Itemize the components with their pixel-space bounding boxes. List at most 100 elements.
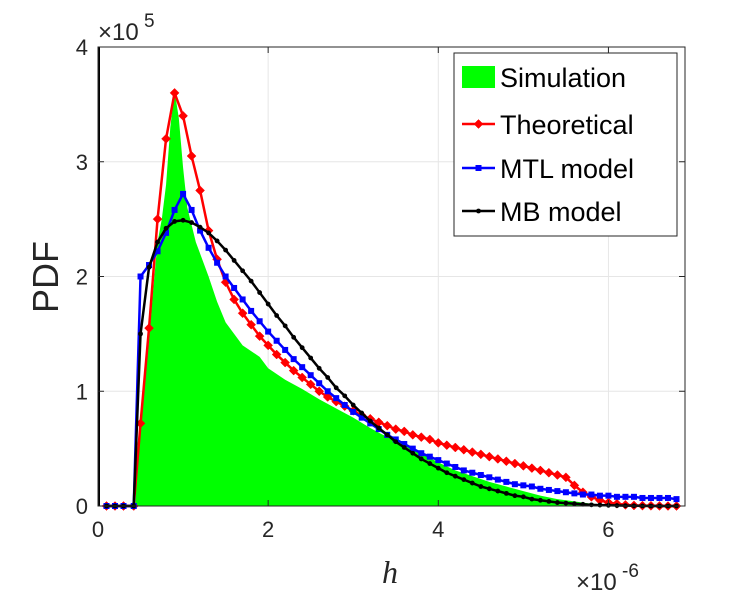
area-fill bbox=[98, 90, 681, 506]
data-point bbox=[486, 486, 492, 492]
legend-item-simulation: Simulation bbox=[462, 63, 626, 93]
data-point bbox=[254, 331, 265, 342]
data-point bbox=[314, 386, 325, 397]
data-point bbox=[427, 461, 433, 466]
data-point bbox=[299, 364, 306, 371]
data-point bbox=[231, 258, 237, 263]
data-point bbox=[161, 133, 171, 144]
data-point bbox=[433, 438, 444, 448]
data-point bbox=[282, 323, 288, 329]
data-point bbox=[460, 467, 467, 474]
data-point bbox=[290, 356, 297, 363]
data-point bbox=[152, 214, 163, 224]
data-point bbox=[639, 494, 646, 501]
data-point bbox=[494, 476, 501, 483]
data-point bbox=[580, 501, 586, 507]
data-point bbox=[237, 308, 248, 319]
data-point bbox=[622, 493, 629, 500]
data-point bbox=[274, 313, 280, 318]
data-point bbox=[605, 492, 612, 499]
data-point bbox=[271, 349, 282, 360]
data-point bbox=[288, 365, 299, 376]
data-point bbox=[322, 392, 333, 402]
data-point bbox=[461, 477, 467, 483]
axis-ticks: 0 2 4 6 0 1 2 3 4 bbox=[76, 35, 685, 542]
data-point bbox=[492, 454, 503, 464]
data-point bbox=[163, 229, 170, 236]
data-point bbox=[546, 499, 552, 504]
data-point bbox=[138, 331, 143, 337]
data-point bbox=[333, 385, 339, 391]
data-point bbox=[376, 425, 382, 431]
x-tick-label: 0 bbox=[92, 517, 104, 542]
data-point bbox=[452, 473, 458, 479]
data-point bbox=[305, 379, 316, 390]
data-point bbox=[589, 502, 594, 508]
data-point bbox=[501, 456, 512, 467]
data-point bbox=[350, 402, 356, 408]
data-point bbox=[435, 457, 442, 464]
series-layer bbox=[98, 47, 682, 511]
data-point bbox=[299, 345, 305, 351]
legend-label: MTL model bbox=[500, 154, 634, 184]
data-point bbox=[214, 259, 221, 266]
data-point bbox=[240, 268, 246, 274]
data-point bbox=[418, 456, 424, 462]
data-point bbox=[325, 375, 331, 380]
data-point bbox=[458, 444, 469, 455]
y-exponent-power: 5 bbox=[144, 11, 155, 32]
data-point bbox=[452, 463, 459, 470]
data-point bbox=[189, 220, 194, 225]
data-point bbox=[424, 434, 435, 445]
data-point bbox=[206, 230, 211, 236]
data-point bbox=[155, 239, 160, 245]
legend-item-theoretical: Theoretical bbox=[462, 110, 634, 140]
data-point bbox=[178, 110, 188, 121]
legend-item-mb-model: MB model bbox=[462, 197, 622, 227]
y-tick-label: 3 bbox=[76, 150, 88, 175]
data-point bbox=[495, 488, 501, 494]
y-exponent: ×10 5 bbox=[98, 11, 155, 46]
data-point bbox=[477, 472, 484, 479]
data-point bbox=[186, 151, 197, 161]
y-tick-label: 4 bbox=[76, 35, 88, 60]
x-tick-label: 2 bbox=[262, 517, 274, 542]
data-point bbox=[520, 494, 526, 500]
data-point bbox=[229, 294, 239, 305]
data-point bbox=[248, 278, 254, 284]
data-point bbox=[588, 491, 595, 498]
data-point bbox=[469, 480, 475, 486]
data-point bbox=[257, 290, 263, 295]
data-point bbox=[486, 474, 493, 481]
data-point bbox=[316, 365, 322, 371]
data-point bbox=[263, 340, 273, 351]
data-point bbox=[197, 224, 203, 230]
data-point bbox=[265, 328, 272, 335]
data-point bbox=[359, 410, 365, 416]
data-point bbox=[195, 185, 205, 196]
data-point bbox=[510, 458, 520, 469]
data-point bbox=[537, 497, 543, 503]
data-point bbox=[144, 323, 154, 333]
data-point bbox=[169, 88, 180, 98]
data-point bbox=[537, 485, 544, 492]
data-point bbox=[478, 484, 484, 489]
data-point bbox=[469, 469, 476, 476]
data-point bbox=[382, 420, 393, 431]
data-point bbox=[597, 502, 603, 508]
data-point bbox=[163, 225, 169, 231]
data-point bbox=[647, 494, 654, 501]
x-axis-label: h bbox=[382, 554, 398, 590]
y-tick-label: 0 bbox=[76, 494, 88, 519]
data-point bbox=[561, 472, 571, 483]
data-point bbox=[416, 432, 427, 443]
data-point bbox=[256, 318, 263, 325]
data-point bbox=[172, 219, 177, 224]
data-point bbox=[222, 273, 229, 280]
data-point bbox=[512, 493, 518, 499]
data-point bbox=[308, 355, 314, 361]
data-point bbox=[146, 264, 152, 270]
data-point bbox=[554, 500, 560, 505]
data-point bbox=[527, 463, 537, 473]
y-exponent-base: ×10 bbox=[98, 19, 139, 46]
